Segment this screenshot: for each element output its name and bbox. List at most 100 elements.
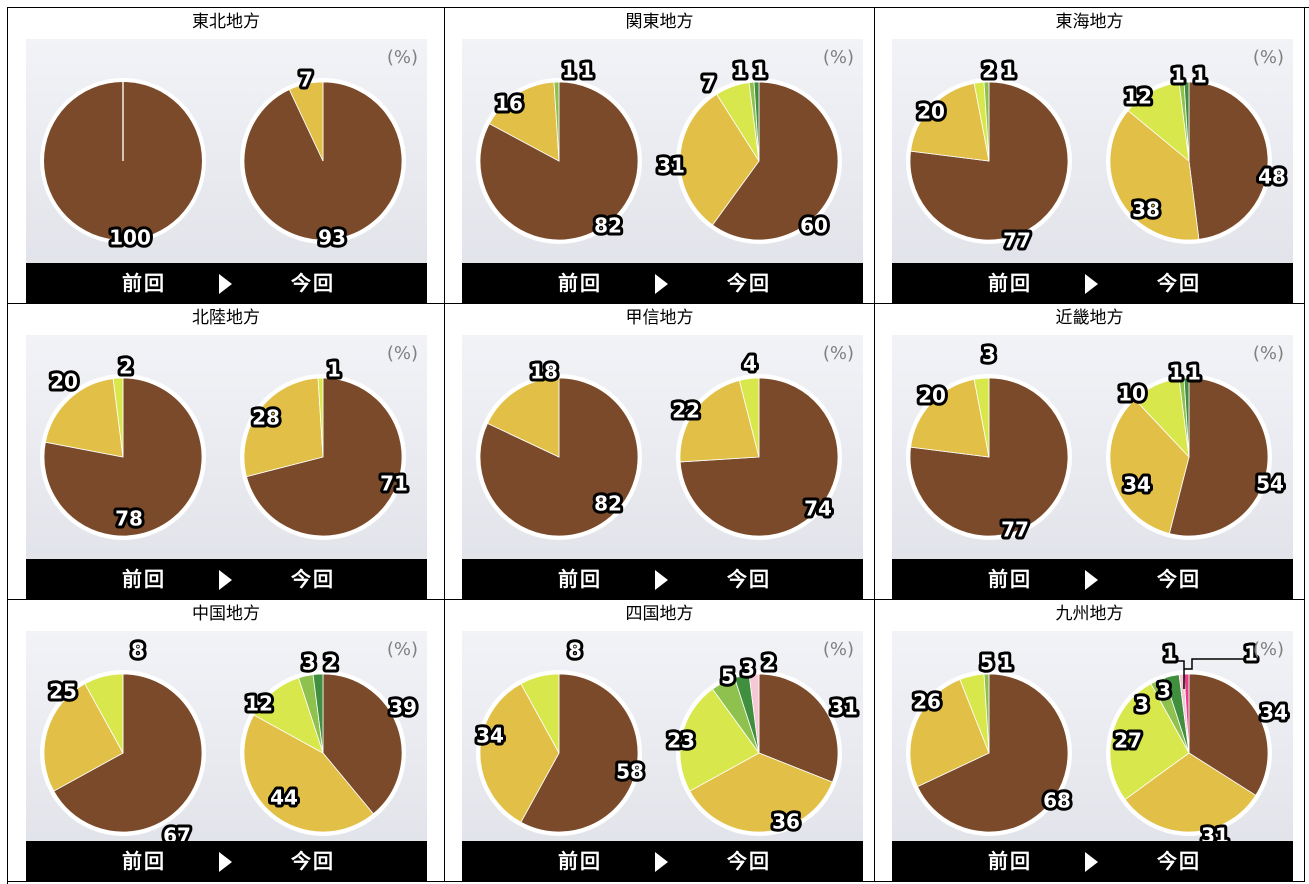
curr-pie-slice-1	[712, 81, 839, 241]
curr-pie-data-label: 44	[270, 786, 298, 810]
curr-pie-slice-2	[679, 379, 760, 463]
region-cell: 中国地方 67 25 8 39 44 12 3 2 (%) 前回 今回	[8, 600, 445, 882]
chart-panel: 77 20 3 54 34 10 1 1 (%) 前回 今回	[892, 335, 1293, 600]
chart-panel: 77 20 2 1 48 38 12 1 1 (%) 前回 今回	[892, 39, 1293, 304]
region-title: 九州地方	[1055, 604, 1124, 624]
curr-pie-slice-6	[748, 673, 760, 754]
compare-bar: 前回 今回	[26, 841, 427, 882]
prev-pie-data-label: 20	[917, 100, 945, 124]
prev-pie-data-label: 5	[980, 651, 994, 675]
prev-pie-data-label: 1	[562, 59, 576, 83]
curr-pie	[676, 78, 842, 244]
prev-pie-data-label: 2	[982, 59, 996, 83]
pie-chart-pair: 100 93 7 (%)	[40, 47, 418, 253]
curr-pie-data-label: 1	[753, 59, 767, 83]
prev-pie-data-label: 8	[131, 639, 145, 663]
prev-pie	[476, 374, 642, 540]
curr-pie-data-label: 1	[733, 59, 747, 83]
prev-pie-slice-2	[44, 378, 124, 458]
curr-pie	[1106, 374, 1272, 540]
curr-pie-data-label: 5	[721, 665, 735, 689]
prev-pie-slice-4	[983, 673, 990, 754]
compare-bar: 前回 今回	[26, 559, 427, 600]
chart-panel: 100 93 7 (%) 前回 今回	[26, 39, 427, 304]
prev-pie-data-label: 1	[580, 59, 594, 83]
curr-pie-data-label: 31	[830, 696, 858, 720]
curr-pie-data-label: 10	[1118, 382, 1146, 406]
curr-label: 今回	[727, 849, 771, 873]
prev-pie-slice-2	[910, 378, 990, 458]
prev-pie-data-label: 67	[163, 824, 191, 842]
unit-label: (%)	[1253, 639, 1284, 660]
curr-pie-slice-2	[1109, 398, 1190, 535]
curr-pie-data-label: 39	[389, 696, 417, 720]
pie-chart-pair: 82 18 74 22 4 (%)	[476, 343, 854, 540]
curr-label: 今回	[1157, 849, 1201, 873]
region-title: 中国地方	[192, 604, 260, 624]
region-cell: 近畿地方 77 20 3 54 34 10 1 1 (%) 前回 今回	[875, 304, 1305, 600]
prev-label: 前回	[988, 849, 1032, 873]
curr-pie	[1106, 670, 1272, 836]
prev-pie-data-label: 8	[568, 639, 582, 663]
prev-pie-data-label: 20	[50, 370, 78, 394]
compare-bar: 前回 今回	[892, 559, 1293, 600]
prev-pie-slice-1	[53, 673, 203, 833]
curr-pie-data-label: 4	[743, 352, 757, 376]
prev-pie-data-label: 25	[49, 680, 77, 704]
region-cell: 東北地方 100 93 7 (%) 前回 今回	[8, 8, 445, 304]
region-cell: 四国地方 58 34 8 31 36 23 5 3 2 (%) 前回 今回	[445, 600, 875, 882]
curr-pie-slice-1	[322, 673, 403, 815]
prev-pie-slice-1	[520, 673, 639, 833]
region-title: 北陸地方	[192, 308, 260, 328]
curr-pie-data-label: 27	[1114, 729, 1142, 753]
prev-label: 前回	[558, 849, 602, 873]
curr-pie-data-label: 54	[1256, 472, 1284, 496]
prev-pie-data-label: 77	[1001, 518, 1029, 542]
region-cell: 関東地方 82 16 1 1 60 31 7 1 1 (%) 前回 今回	[445, 8, 875, 304]
curr-pie-data-label: 1	[1244, 642, 1258, 666]
curr-pie-slice-3	[1109, 683, 1190, 800]
prev-pie-data-label: 18	[530, 360, 558, 384]
curr-pie-data-label: 3	[1135, 693, 1149, 717]
prev-pie	[906, 374, 1072, 540]
prev-pie-data-label: 2	[119, 355, 133, 379]
prev-pie-data-label: 26	[913, 690, 941, 714]
unit-label: (%)	[823, 47, 854, 68]
prev-pie-slice-2	[488, 81, 560, 162]
region-cell: 東海地方 77 20 2 1 48 38 12 1 1 (%) 前回 今回	[875, 8, 1305, 304]
leader-line	[1175, 658, 1245, 689]
prev-pie-data-label: 16	[495, 92, 523, 116]
arrow-right-icon	[1085, 274, 1098, 294]
unit-label: (%)	[1253, 343, 1284, 364]
curr-pie	[1106, 78, 1272, 244]
pie-chart-pair: 78 20 2 71 28 1 (%)	[40, 343, 418, 540]
prev-pie-data-label: 3	[982, 343, 996, 367]
prev-pie-data-label: 82	[594, 492, 622, 516]
curr-pie-data-label: 1	[1169, 361, 1183, 385]
prev-label: 前回	[122, 849, 166, 873]
prev-pie-slice-2	[486, 377, 560, 458]
prev-pie	[40, 374, 206, 540]
prev-pie-data-label: 34	[476, 724, 504, 748]
region-title: 東北地方	[192, 12, 260, 32]
chart-panel: 67 25 8 39 44 12 3 2 (%) 前回 今回	[26, 631, 427, 882]
curr-pie-slice-3	[1127, 82, 1190, 162]
curr-pie-slice-2	[243, 714, 374, 833]
prev-label: 前回	[988, 271, 1032, 295]
curr-label: 今回	[727, 567, 771, 591]
curr-pie-data-label: 3	[302, 651, 316, 675]
region-title: 関東地方	[625, 12, 694, 32]
prev-pie-slice-2	[910, 82, 990, 162]
curr-pie-data-label: 71	[380, 472, 408, 496]
pie-chart-pair: 58 34 8 31 36 23 5 3 2 (%)	[473, 636, 861, 837]
curr-pie-data-label: 31	[1201, 824, 1229, 842]
curr-pie-slice-1	[758, 673, 839, 783]
region-title: 四国地方	[625, 604, 694, 624]
curr-pie-data-label: 12	[1124, 85, 1152, 109]
curr-pie-data-label: 1	[1163, 642, 1177, 666]
compare-bar: 前回 今回	[462, 263, 863, 304]
curr-pie-slice-3	[253, 677, 324, 754]
curr-pie-data-label: 22	[672, 399, 700, 423]
curr-pie-data-label: 34	[1260, 701, 1288, 725]
